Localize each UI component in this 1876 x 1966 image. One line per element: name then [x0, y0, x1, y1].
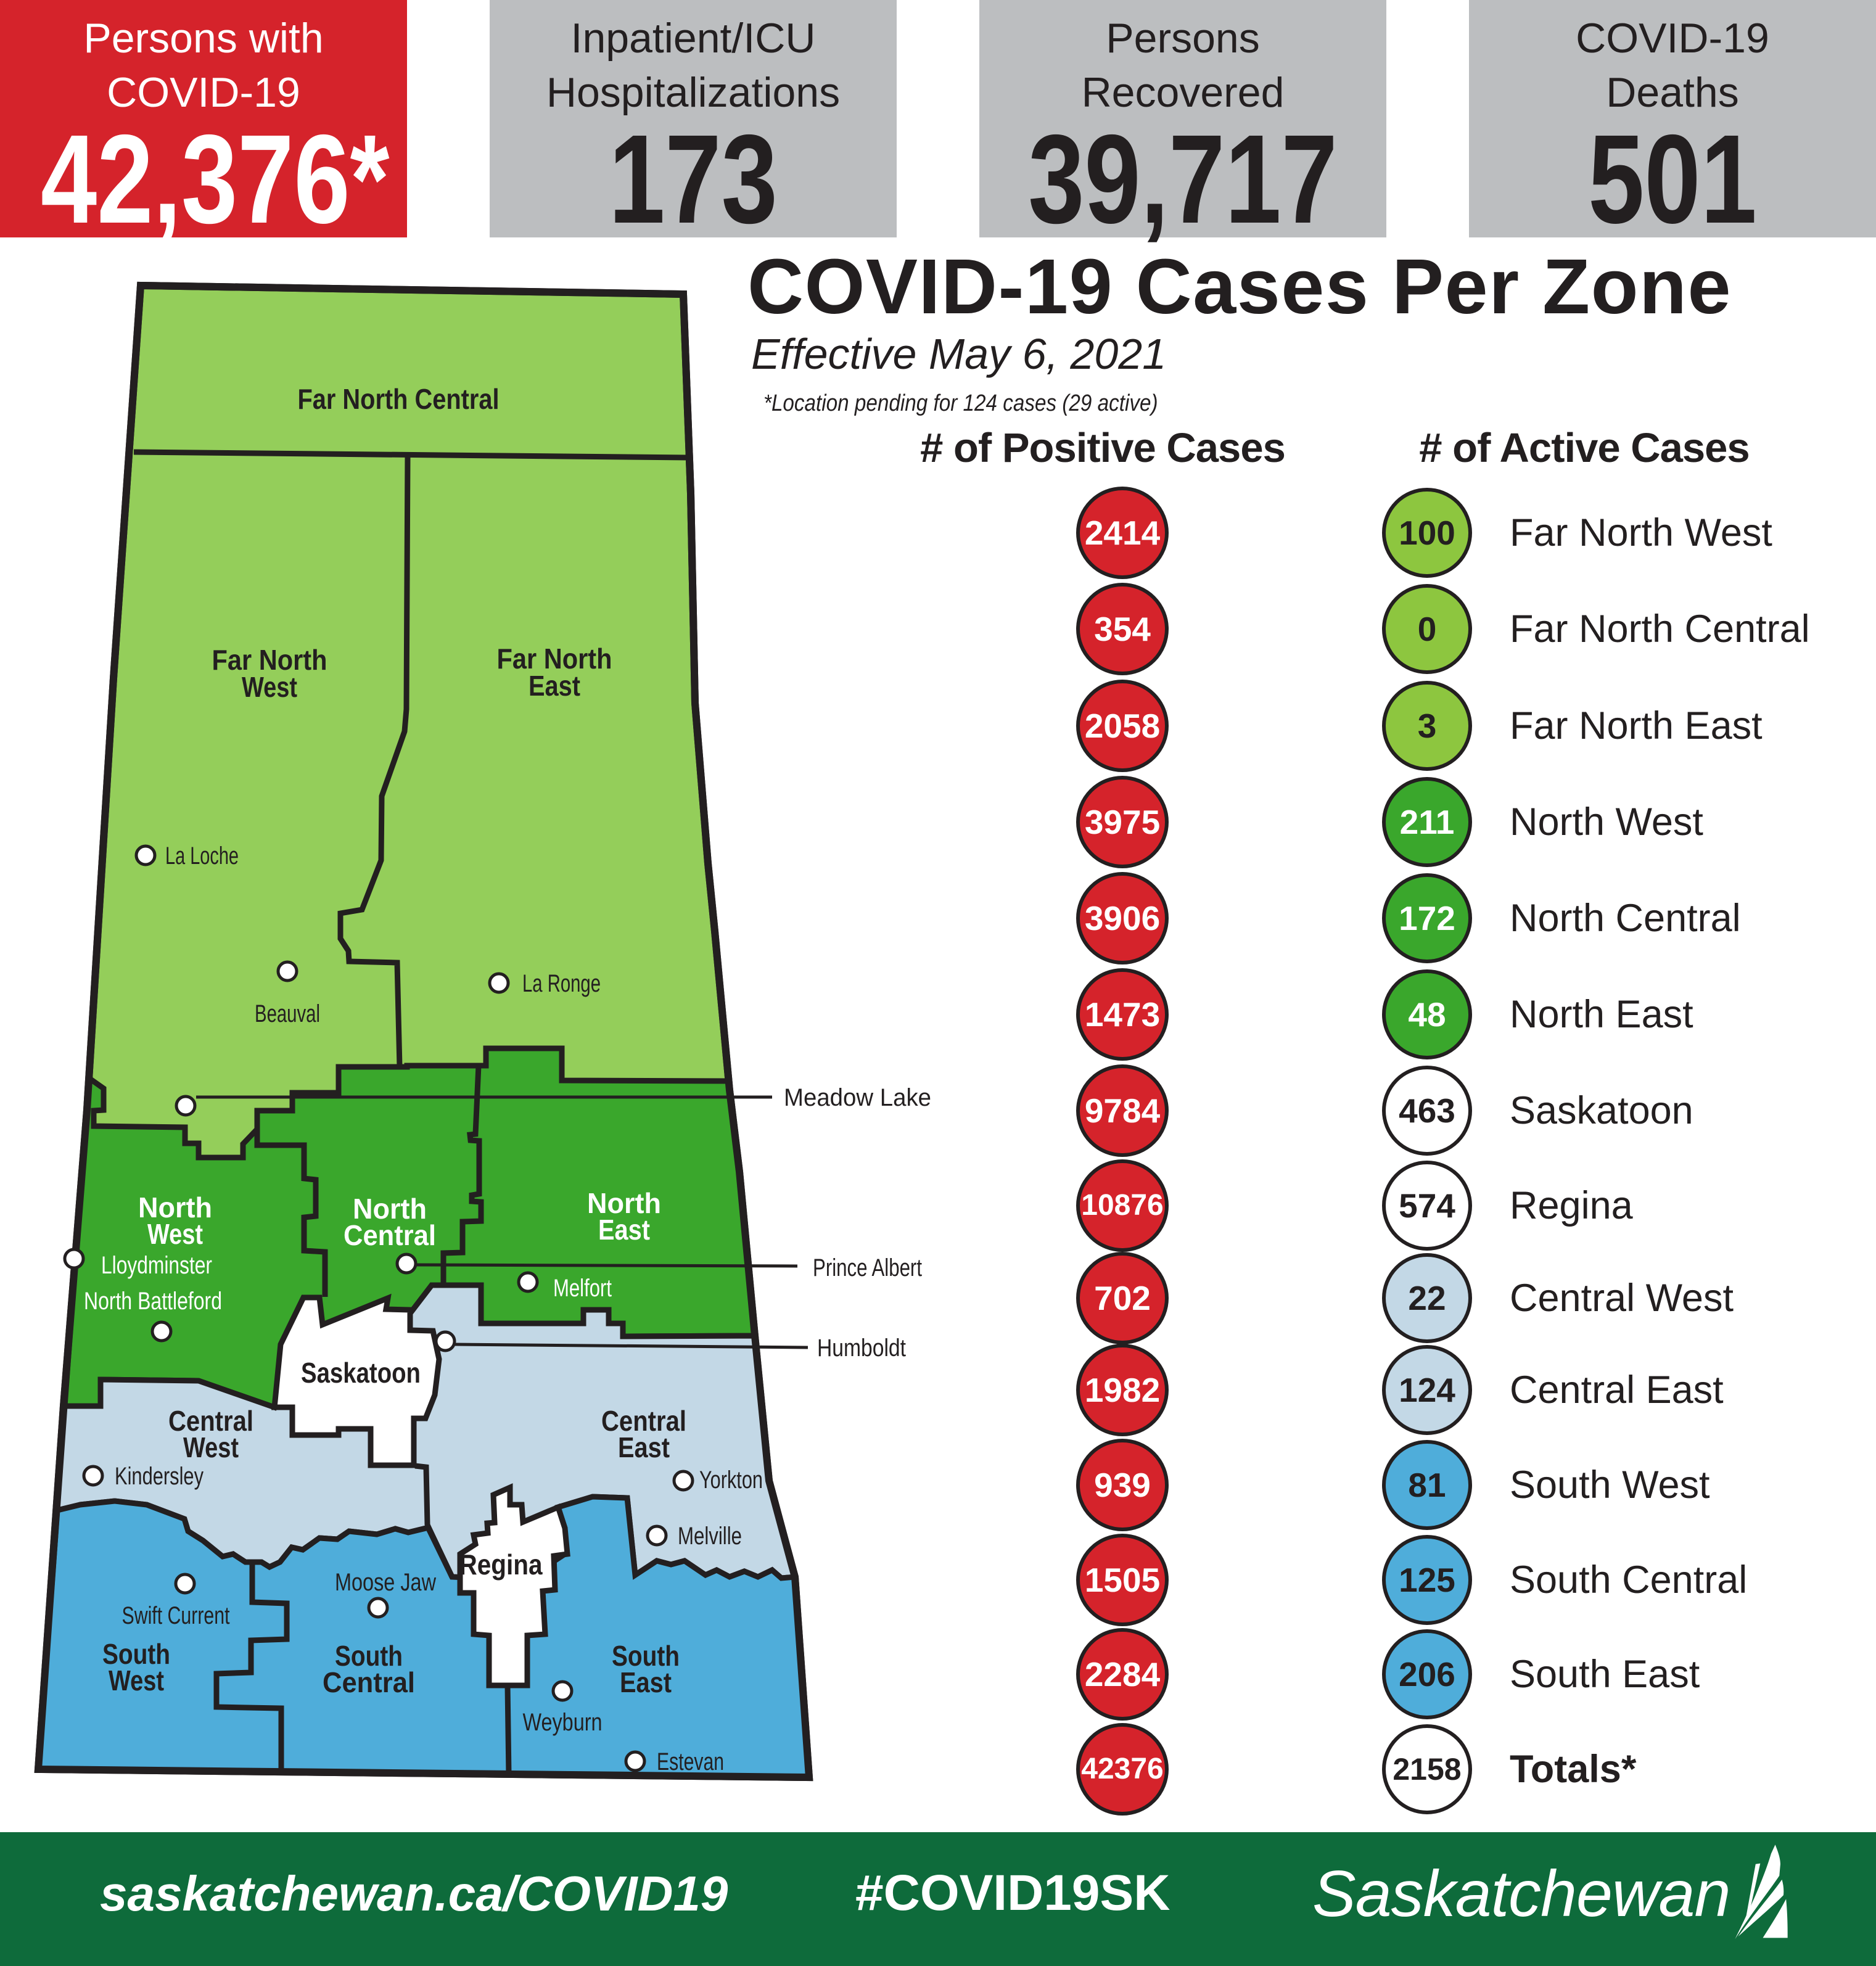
svg-text:Central: Central	[168, 1405, 253, 1437]
svg-text:East: East	[529, 670, 580, 702]
svg-text:West: West	[109, 1664, 164, 1697]
svg-text:Central: Central	[601, 1405, 686, 1437]
svg-text:Humboldt: Humboldt	[817, 1335, 906, 1362]
svg-text:Beauval: Beauval	[255, 1000, 320, 1027]
svg-text:East: East	[618, 1431, 670, 1463]
svg-text:Moose Jaw: Moose Jaw	[335, 1569, 436, 1596]
svg-text:Saskatoon: Saskatoon	[301, 1357, 421, 1389]
svg-text:North: North	[587, 1187, 661, 1219]
svg-text:Melfort: Melfort	[553, 1275, 612, 1302]
svg-text:East: East	[620, 1666, 672, 1698]
svg-text:West: West	[183, 1431, 239, 1463]
svg-text:Far North: Far North	[497, 643, 612, 675]
svg-text:Estevan: Estevan	[657, 1748, 724, 1775]
svg-text:La Loche: La Loche	[165, 842, 239, 870]
svg-text:Melville: Melville	[678, 1523, 742, 1550]
svg-text:Regina: Regina	[459, 1549, 543, 1581]
svg-text:East: East	[598, 1214, 650, 1246]
svg-text:West: West	[147, 1218, 203, 1250]
svg-text:Kindersley: Kindersley	[115, 1463, 204, 1490]
svg-text:Yorkton: Yorkton	[699, 1466, 763, 1494]
svg-text:West: West	[242, 671, 297, 703]
svg-text:Far North: Far North	[212, 644, 327, 676]
svg-text:North: North	[353, 1193, 427, 1225]
svg-text:Central: Central	[323, 1666, 415, 1698]
svg-text:North: North	[138, 1191, 212, 1224]
svg-text:Meadow Lake: Meadow Lake	[784, 1084, 931, 1111]
svg-text:South: South	[612, 1640, 680, 1672]
svg-text:South: South	[335, 1640, 403, 1672]
svg-text:La Ronge: La Ronge	[522, 970, 601, 997]
svg-text:Far North Central: Far North Central	[298, 383, 500, 415]
svg-text:South: South	[102, 1638, 170, 1670]
svg-text:Weyburn: Weyburn	[523, 1709, 603, 1736]
svg-text:Swift Current: Swift Current	[122, 1602, 230, 1629]
svg-text:North Battleford: North Battleford	[84, 1288, 222, 1315]
svg-text:Prince Albert: Prince Albert	[813, 1254, 922, 1281]
svg-text:Lloydminster: Lloydminster	[101, 1252, 212, 1279]
svg-text:Central: Central	[344, 1219, 436, 1251]
